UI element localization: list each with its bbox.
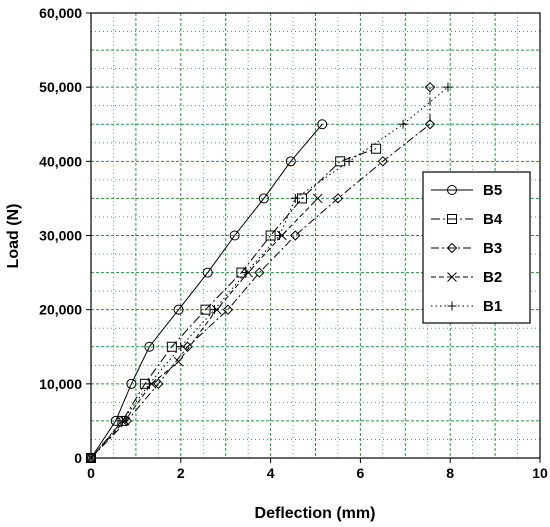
data-point-b3 — [332, 193, 344, 204]
y-tick-label: 40,000 — [39, 153, 82, 169]
series-line-b2 — [90, 198, 319, 459]
data-point-b1 — [443, 82, 453, 92]
data-point-b5 — [285, 156, 296, 167]
data-point-b3 — [153, 378, 164, 390]
data-point-b5 — [173, 304, 184, 315]
data-point-b1 — [275, 231, 285, 240]
series-b1 — [86, 82, 453, 463]
tick-labels: 0 2 4 6 8 10 0 10,000 20,000 30,000 40,000 50,000 60… — [39, 5, 548, 481]
x-tick-label: 0 — [87, 465, 95, 481]
y-tick-label: 10,000 — [39, 376, 82, 392]
data-point-b3 — [254, 267, 265, 278]
series-line-b5 — [90, 123, 323, 459]
y-tick-label: 20,000 — [39, 302, 82, 318]
y-tick-label: 60,000 — [39, 5, 82, 21]
y-tick-label: 30,000 — [39, 228, 82, 244]
legend-marker-b4 — [447, 214, 457, 224]
data-point-b1 — [398, 119, 408, 129]
data-point-b5 — [229, 230, 240, 241]
x-tick-label: 2 — [177, 465, 185, 481]
legend-label-b1: B1 — [483, 298, 502, 315]
legend-label-b4: B4 — [483, 211, 503, 228]
legend: B5 B4 B3 B2 B1 — [422, 171, 531, 324]
data-point-b1 — [144, 379, 154, 389]
series-b5 — [86, 119, 328, 463]
data-point-b5 — [144, 341, 155, 352]
data-point-b1 — [117, 416, 127, 426]
y-axis-label: Load (N) — [5, 204, 22, 269]
data-point-b3 — [377, 156, 389, 167]
legend-label-b5: B5 — [483, 182, 502, 199]
data-point-b1 — [241, 268, 251, 278]
data-point-b3 — [182, 341, 193, 352]
data-point-b2 — [312, 193, 323, 204]
legend-marker-b5 — [447, 185, 457, 195]
x-tick-label: 6 — [357, 465, 365, 481]
x-tick-label: 8 — [446, 465, 454, 481]
data-point-b3 — [424, 81, 436, 93]
data-point-b1 — [290, 193, 300, 203]
y-tick-label: 50,000 — [39, 79, 82, 95]
series-line-b3 — [90, 87, 431, 459]
x-tick-label: 10 — [532, 465, 548, 481]
legend-box — [422, 171, 531, 324]
data-point-b5 — [202, 267, 213, 278]
data-point-b1 — [209, 305, 219, 315]
data-point-b5 — [126, 378, 137, 389]
data-point-b5 — [317, 119, 328, 130]
data-point-b1 — [176, 342, 186, 352]
series-line-b1 — [90, 86, 449, 459]
data-point-b2 — [173, 356, 184, 367]
legend-marker-b1 — [447, 301, 457, 311]
data-point-b1 — [344, 156, 354, 166]
data-point-b3 — [424, 119, 436, 130]
legend-label-b3: B3 — [483, 240, 502, 257]
legend-marker-b3 — [446, 242, 458, 254]
x-axis-label: Deflection (mm) — [255, 505, 376, 522]
data-point-b4 — [371, 143, 382, 154]
data-point-b5 — [258, 193, 269, 204]
legend-label-b2: B2 — [483, 269, 502, 286]
data-point-b3 — [222, 304, 234, 315]
data-point-b3 — [290, 230, 301, 241]
series-b3 — [85, 81, 436, 464]
data-point-b1 — [86, 453, 96, 463]
series-line-b4 — [90, 148, 377, 459]
legend-marker-b2 — [447, 272, 457, 282]
y-tick-label: 0 — [74, 450, 82, 466]
series-group — [85, 81, 453, 464]
x-tick-label: 4 — [267, 465, 275, 481]
